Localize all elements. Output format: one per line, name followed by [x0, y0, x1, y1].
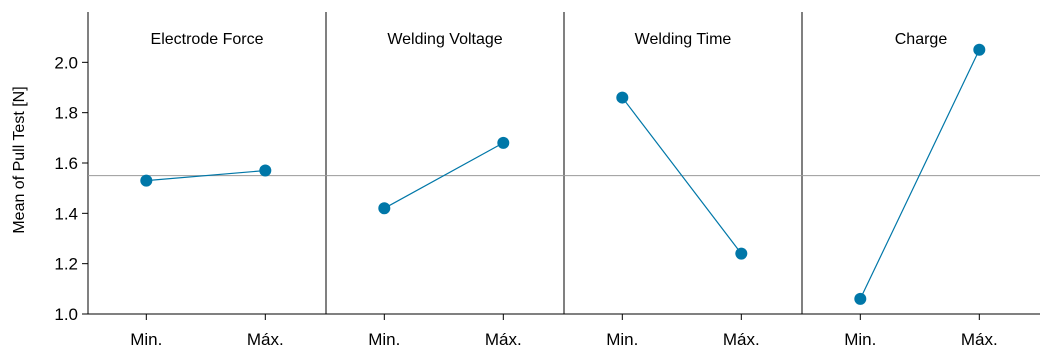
x-tick-label: Máx. — [247, 330, 284, 349]
y-tick-label: 1.6 — [54, 154, 78, 173]
data-point — [497, 136, 510, 149]
panel: Welding Time Min. Máx. — [606, 31, 759, 349]
series-line — [621, 97, 742, 254]
data-point — [973, 43, 986, 56]
panel: Electrode Force Min. Máx. — [130, 31, 283, 349]
axes: 1.0 1.2 1.4 1.6 1.8 2.0 — [54, 12, 1040, 324]
y-tick-label: 1.4 — [54, 204, 78, 223]
series-line — [859, 49, 980, 300]
data-point — [378, 202, 391, 215]
data-point — [735, 247, 748, 260]
data-point — [854, 292, 867, 305]
panels: Electrode Force Min. Máx. Welding Voltage Mi… — [130, 31, 997, 349]
x-tick-label: Min. — [130, 330, 162, 349]
series-line — [384, 142, 504, 209]
data-point — [140, 174, 153, 187]
x-tick-label: Máx. — [485, 330, 522, 349]
y-tick-label: 1.0 — [54, 305, 78, 324]
panel: Charge Min. Máx. — [844, 31, 997, 349]
x-tick-label: Máx. — [723, 330, 760, 349]
x-tick-label: Min. — [368, 330, 400, 349]
panel-title: Charge — [895, 31, 948, 48]
y-tick-label: 1.2 — [54, 255, 78, 274]
y-tick-label: 2.0 — [54, 53, 78, 72]
data-point — [259, 164, 272, 177]
panel-title: Electrode Force — [151, 31, 264, 48]
series-line — [146, 169, 266, 182]
y-tick-label: 1.8 — [54, 104, 78, 123]
x-tick-label: Min. — [844, 330, 876, 349]
panel: Welding Voltage Min. Máx. — [368, 31, 521, 349]
data-point — [616, 91, 629, 104]
x-tick-label: Máx. — [961, 330, 998, 349]
x-tick-label: Min. — [606, 330, 638, 349]
panel-title: Welding Time — [635, 31, 732, 48]
y-axis-label: Mean of Pull Test [N] — [11, 86, 28, 233]
panel-title: Welding Voltage — [387, 31, 502, 48]
